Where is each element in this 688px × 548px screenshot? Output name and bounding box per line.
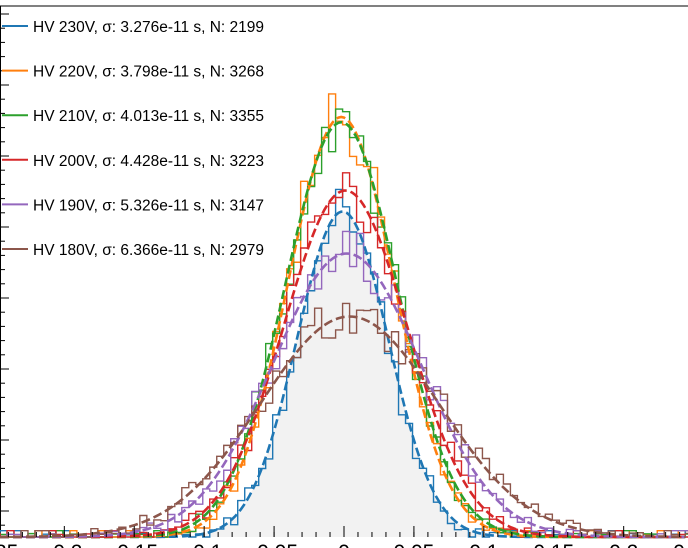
x-tick-label: -0.1 [186,541,222,548]
x-tick-label: 0.15 [533,541,574,548]
fit-curve-3 [0,120,686,539]
legend-item-2: HV 220V, σ: 3.798e-11 s, N: 3268 [2,64,264,81]
plot-frame [0,5,688,537]
legend-item-5: HV 190V, σ: 5.326e-11 s, N: 3147 [2,197,264,214]
x-tick-label: 0.2 [609,541,638,548]
reference-fill [0,211,688,537]
fit-curve-4 [0,189,686,539]
legend-label: HV 220V, σ: 3.798e-11 s, N: 3268 [33,64,264,81]
reference-fill-area [0,211,688,537]
x-tick-label: 0.25 [673,541,688,548]
x-tick-label: 0 [338,541,350,548]
histogram-6 [0,302,688,538]
x-tick-label: 0.05 [393,541,434,548]
legend: HV 230V, σ: 3.276e-11 s, N: 2199 HV 220V,… [2,19,264,259]
legend-label: HV 190V, σ: 5.326e-11 s, N: 3147 [33,197,264,214]
legend-label: HV 180V, σ: 6.366e-11 s, N: 2979 [33,242,264,259]
legend-item-4: HV 200V, σ: 4.428e-11 s, N: 3223 [2,153,264,170]
legend-label: HV 230V, σ: 3.276e-11 s, N: 2199 [33,19,264,36]
fit-curve-6 [0,315,686,539]
legend-label: HV 200V, σ: 4.428e-11 s, N: 3223 [33,153,264,170]
legend-item-3: HV 210V, σ: 4.013e-11 s, N: 3355 [2,108,264,125]
fit-curve-5 [0,252,686,539]
legend-item-6: HV 180V, σ: 6.366e-11 s, N: 2979 [2,242,264,259]
x-tick-label: -0.2 [46,541,82,548]
x-tick-label: -0.05 [250,541,298,548]
x-tick-label: -0.15 [110,541,158,548]
legend-item-1: HV 230V, σ: 3.276e-11 s, N: 2199 [2,19,264,36]
legend-label: HV 210V, σ: 4.013e-11 s, N: 3355 [33,108,264,125]
x-tick-label: 0.1 [469,541,498,548]
gaussian-fits [0,115,686,539]
x-tick-label: -0.25 [0,541,18,548]
axes: -0.25 -0.2 -0.15 -0.1 -0.05 0 0.05 0.1 0.15 0.2 0.… [0,13,688,548]
